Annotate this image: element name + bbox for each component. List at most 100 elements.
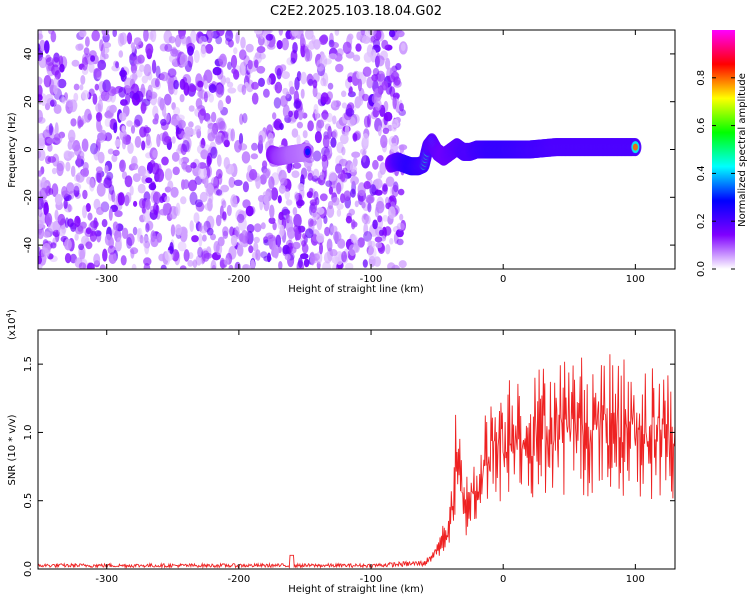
noise-cell: [254, 30, 263, 35]
noise-cell: [307, 218, 314, 227]
noise-cell: [375, 200, 385, 214]
noise-cell: [382, 184, 388, 192]
colorbar: 0.0 0.2 0.4 0.6 0.8 Normalized spectral ampl…: [696, 30, 748, 277]
noise-cell: [348, 86, 353, 94]
noise-cell: [149, 93, 158, 106]
noise-cell: [325, 180, 333, 187]
noise-cell: [238, 133, 244, 146]
noise-cell: [179, 78, 186, 90]
noise-cell: [103, 53, 109, 60]
noise-cell: [288, 110, 293, 118]
noise-cell: [303, 159, 313, 169]
noise-cell: [332, 231, 342, 242]
noise-cell: [216, 189, 223, 196]
noise-cell: [208, 84, 217, 93]
noise-cell: [330, 41, 339, 49]
noise-cell: [142, 235, 150, 248]
noise-cell: [168, 36, 176, 44]
noise-cell: [74, 215, 81, 228]
noise-cell: [278, 184, 286, 194]
noise-cell: [162, 203, 169, 216]
noise-cell: [363, 231, 373, 242]
noise-cell: [226, 204, 232, 217]
noise-cell: [321, 154, 328, 162]
noise-cell: [118, 112, 127, 122]
noise-cell: [285, 199, 293, 206]
x-tick-label: -100: [360, 574, 383, 585]
noise-cell: [304, 30, 314, 40]
noise-cell: [139, 64, 145, 72]
noise-cell: [117, 192, 125, 206]
noise-cell: [367, 114, 372, 128]
noise-cell: [167, 76, 175, 91]
noise-cell: [297, 110, 304, 121]
noise-cell: [59, 63, 65, 73]
noise-cell: [262, 168, 270, 179]
noise-cell: [38, 56, 47, 69]
noise-cell: [97, 59, 107, 71]
y-tick-label: 0.5: [23, 493, 34, 509]
noise-cell: [255, 249, 261, 261]
noise-cell: [231, 68, 238, 75]
noise-cell: [274, 81, 283, 94]
noise-cell: [107, 245, 117, 255]
noise-cell: [211, 127, 218, 139]
noise-cell: [90, 143, 98, 155]
noise-cell: [215, 168, 223, 179]
noise-cell: [125, 192, 132, 204]
noise-cell: [152, 149, 158, 159]
noise-cell: [143, 124, 149, 137]
noise-cell: [132, 226, 138, 236]
noise-cell: [40, 247, 50, 260]
noise-cell: [233, 179, 243, 186]
signal-cell: [305, 148, 311, 156]
noise-cell: [118, 86, 127, 98]
noise-cell: [378, 229, 384, 236]
noise-cell: [352, 133, 358, 142]
noise-cell: [266, 43, 276, 50]
noise-cell: [108, 208, 113, 221]
noise-cell: [215, 122, 223, 130]
noise-cell: [239, 49, 247, 61]
noise-cell: [143, 30, 149, 42]
noise-cell: [223, 257, 230, 266]
noise-cell: [171, 136, 176, 144]
noise-cell: [312, 168, 320, 179]
noise-cell: [176, 114, 185, 121]
noise-cell: [312, 79, 318, 89]
noise-cell: [88, 88, 95, 97]
noise-cell: [323, 251, 332, 264]
noise-cell: [253, 223, 262, 233]
noise-cell: [367, 202, 372, 213]
noise-cell: [154, 113, 159, 122]
noise-cell: [262, 160, 268, 169]
noise-cell: [167, 180, 174, 191]
noise-cell: [317, 63, 326, 77]
noise-cell: [314, 109, 319, 120]
noise-cell: [65, 161, 71, 172]
noise-cell: [297, 183, 305, 191]
noise-cell: [67, 151, 75, 159]
noise-cell: [88, 222, 96, 230]
noise-cell: [236, 244, 244, 257]
noise-cell: [277, 195, 282, 204]
noise-cell: [322, 134, 330, 149]
noise-cell: [200, 44, 207, 55]
noise-cell: [96, 170, 103, 184]
noise-cell: [328, 186, 333, 195]
noise-cell: [54, 193, 63, 206]
noise-cell: [362, 149, 367, 163]
noise-cell: [399, 213, 404, 221]
noise-cell: [64, 253, 72, 264]
noise-cell: [395, 63, 402, 71]
noise-cell: [344, 124, 350, 137]
noise-cell: [160, 264, 167, 269]
noise-cell: [294, 192, 302, 201]
noise-cell: [64, 217, 70, 228]
noise-cell: [238, 233, 245, 242]
noise-cell: [373, 88, 382, 98]
noise-cell: [341, 102, 347, 109]
noise-cell: [286, 163, 292, 174]
noise-cell: [194, 125, 202, 132]
noise-cell: [240, 36, 246, 49]
